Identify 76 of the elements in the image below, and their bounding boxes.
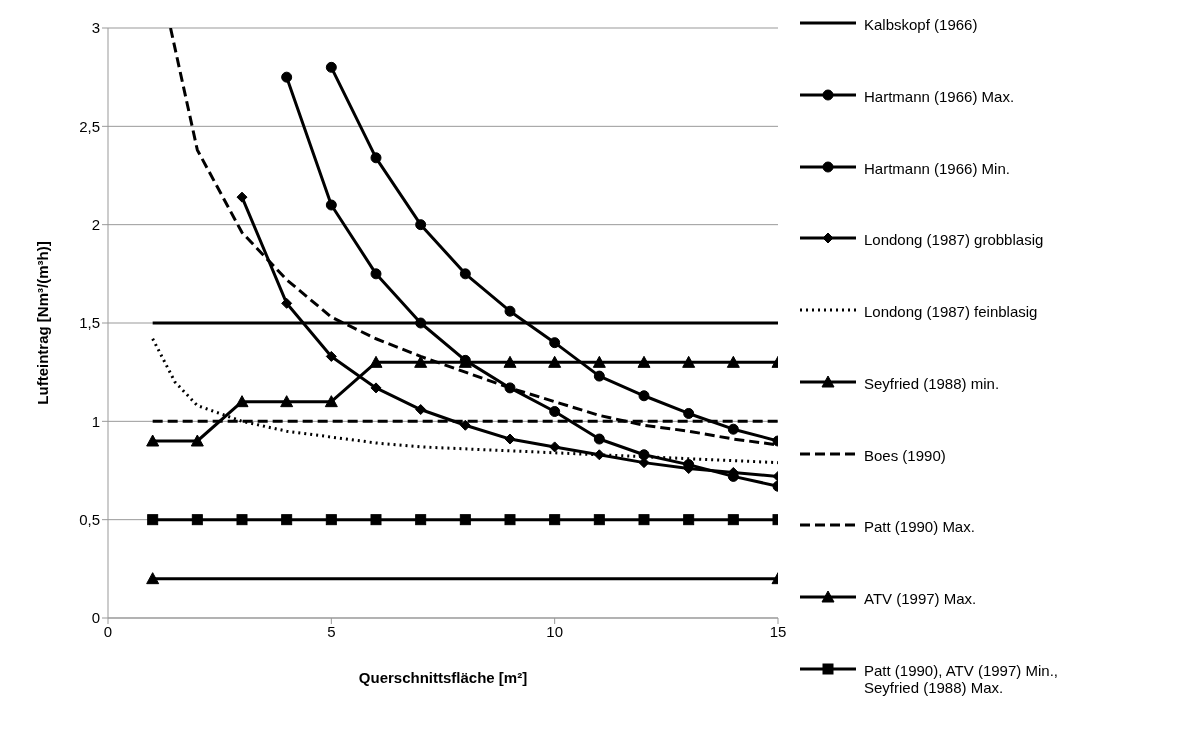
point [370, 152, 382, 164]
point [504, 514, 516, 526]
y-tick-label: 1 [91, 412, 100, 430]
point [415, 514, 427, 526]
point [236, 514, 248, 526]
point [324, 395, 338, 408]
y-axis-title: Lufteintrag [Nm³/(m³h)] [34, 241, 52, 405]
point [503, 355, 517, 368]
point [459, 514, 471, 526]
point [236, 191, 248, 203]
point [369, 355, 383, 368]
point [504, 305, 516, 317]
point [504, 433, 516, 445]
point [415, 219, 427, 231]
point [280, 395, 294, 408]
point [549, 337, 561, 349]
point [281, 71, 293, 83]
point [548, 355, 562, 368]
point [235, 395, 249, 408]
legend-label: Patt (1990) Max. [864, 518, 975, 536]
y-tick-label: 2 [91, 215, 100, 233]
legend-label: Londong (1987) feinblasig [864, 303, 1038, 321]
point [504, 382, 516, 394]
legend-label: Hartmann (1966) Min. [864, 159, 1010, 177]
point [281, 297, 293, 309]
x-tick-label: 10 [546, 622, 564, 640]
legend-label: Boes (1990) [864, 446, 946, 464]
point [682, 355, 696, 368]
point [683, 407, 695, 419]
point [281, 514, 293, 526]
legend-label: ATV (1997) Max. [864, 590, 977, 608]
x-tick-label: 15 [769, 622, 787, 640]
point [325, 199, 337, 211]
point [146, 434, 160, 447]
point [415, 404, 427, 416]
point [370, 514, 382, 526]
legend-label: Patt (1990), ATV (1997) Min., Seyfried (1988) Max. [864, 661, 1059, 696]
point [459, 419, 471, 431]
point [191, 514, 203, 526]
point [593, 514, 605, 526]
point [593, 370, 605, 382]
point [459, 268, 471, 280]
y-tick-label: 0 [91, 609, 100, 627]
point [370, 382, 382, 394]
point [370, 268, 382, 280]
x-tick-label: 5 [327, 622, 336, 640]
legend-label: Hartmann (1966) Max. [864, 87, 1015, 105]
point [414, 355, 428, 368]
point [727, 514, 739, 526]
y-tick-label: 3 [91, 19, 100, 37]
point [325, 514, 337, 526]
point [325, 350, 337, 362]
point [638, 514, 650, 526]
point [593, 449, 605, 461]
point [592, 355, 606, 368]
x-tick-label: 0 [103, 622, 113, 640]
point [637, 355, 651, 368]
legend-label: Londong (1987) grobblasig [864, 231, 1044, 249]
point [593, 433, 605, 445]
legend-label: Seyfried (1988) min. [864, 374, 1000, 392]
legend-label: Kalbskopf (1966) [864, 16, 978, 33]
point [147, 514, 159, 526]
point [726, 355, 740, 368]
point [415, 317, 427, 329]
point [549, 441, 561, 453]
point [549, 514, 561, 526]
x-axis-title: Querschnittsfläche [m²] [358, 669, 528, 686]
point [190, 434, 204, 447]
y-tick-label: 0,5 [79, 510, 100, 528]
point [638, 390, 650, 402]
point [683, 514, 695, 526]
point [727, 423, 739, 435]
point [549, 406, 561, 417]
y-tick-label: 1,5 [79, 314, 100, 332]
y-tick-label: 2,5 [79, 117, 100, 135]
point [325, 61, 337, 73]
